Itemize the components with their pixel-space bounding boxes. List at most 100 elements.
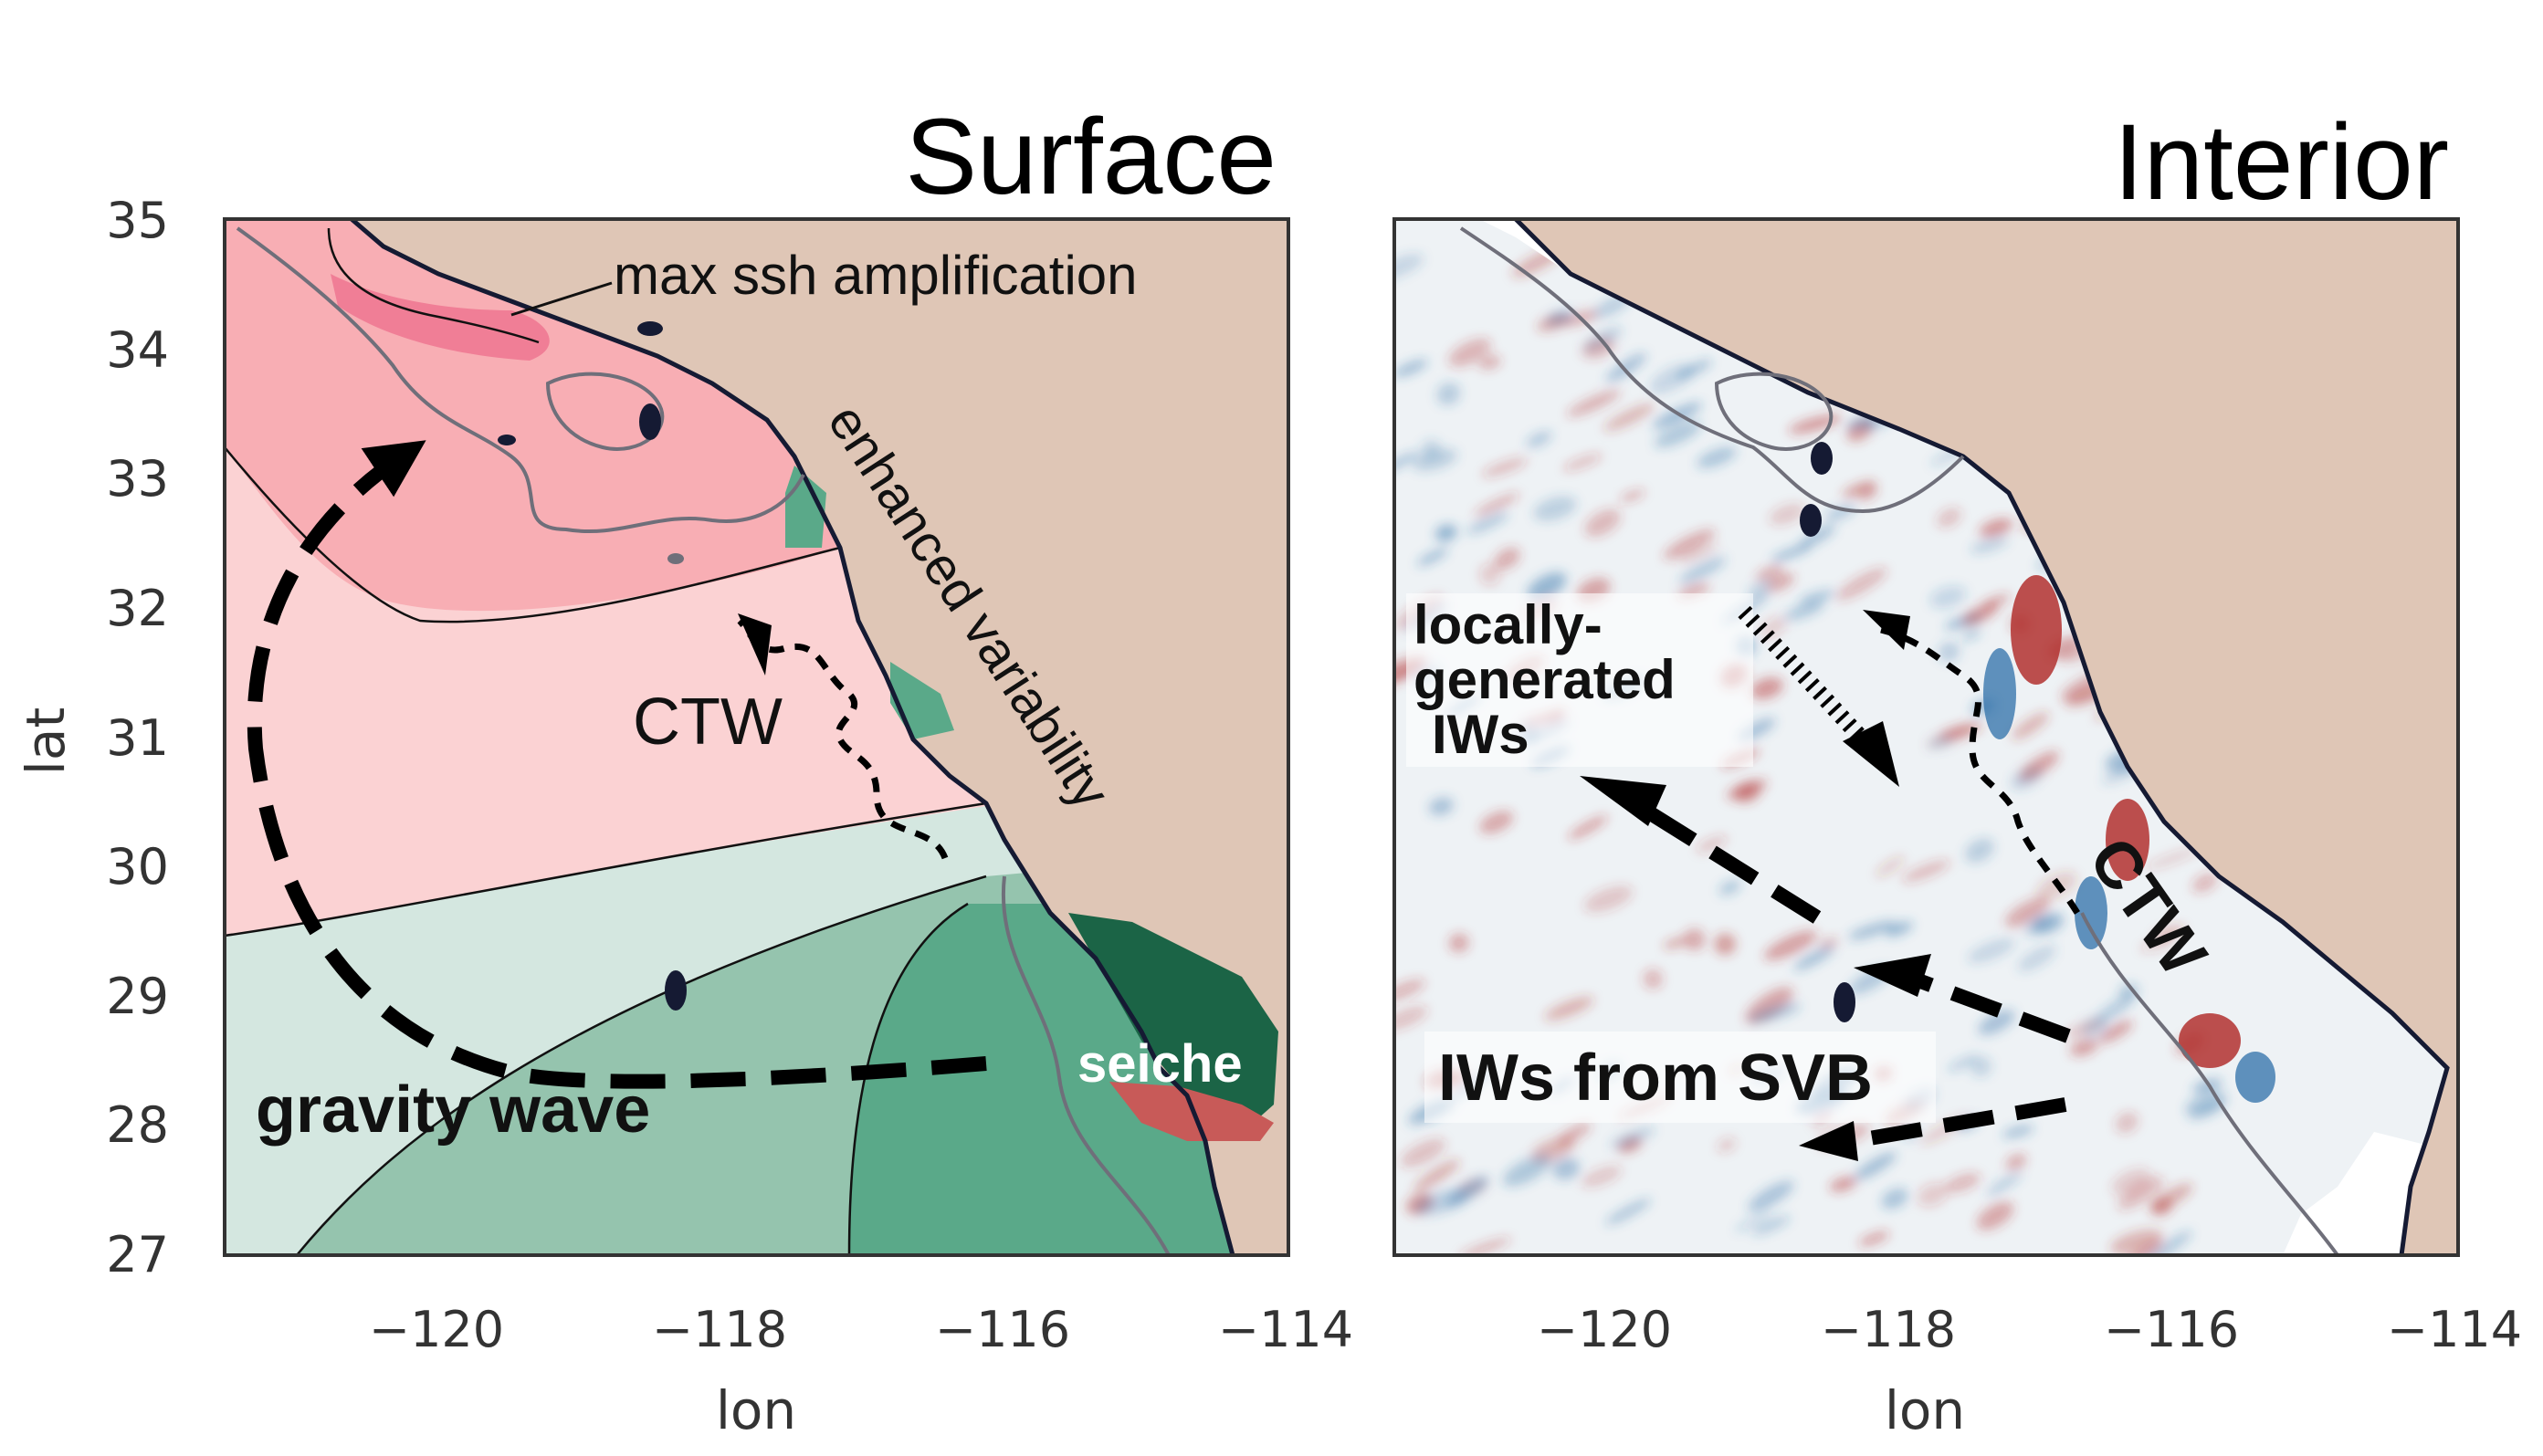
y-tick: 35 bbox=[106, 192, 169, 249]
bathymetry-contour bbox=[1001, 875, 1171, 1255]
anomaly-blob bbox=[2012, 712, 2049, 740]
anomaly-blob bbox=[2139, 937, 2176, 952]
surface-frame bbox=[223, 217, 1290, 1257]
anomaly-blob bbox=[1734, 1210, 1773, 1232]
bathymetry-contour bbox=[1714, 372, 1834, 451]
anomaly-blob bbox=[1939, 642, 1960, 662]
anomaly-blob bbox=[1581, 1166, 1622, 1188]
bathymetry-contour bbox=[2080, 912, 2339, 1255]
anomaly-blob bbox=[1784, 601, 1824, 621]
anomaly-blob bbox=[1763, 930, 1817, 960]
anomaly-blob bbox=[1400, 1138, 1445, 1168]
anomaly-blob bbox=[2145, 848, 2200, 870]
island bbox=[637, 321, 663, 336]
anomaly-blob bbox=[1964, 838, 1994, 863]
anomaly-blob bbox=[2143, 1231, 2192, 1255]
anomaly-blob bbox=[1962, 602, 1999, 625]
anomaly-blob bbox=[1562, 454, 1603, 471]
anomaly-blob bbox=[2116, 1112, 2138, 1134]
anomaly-blob bbox=[1788, 414, 1842, 434]
anomaly-blue bbox=[2235, 1052, 2275, 1103]
interior-x-axis: −120 −118 −116 −114 lon bbox=[1537, 1301, 2522, 1441]
ctw-arrowhead bbox=[738, 613, 772, 676]
anomaly-blob bbox=[1876, 855, 1905, 877]
anomaly-blob bbox=[2023, 916, 2050, 937]
anomaly-blob bbox=[1968, 938, 2015, 963]
anomaly-blob bbox=[1793, 946, 1835, 970]
ctw-label-surface: CTW bbox=[633, 686, 783, 759]
anomaly-blob bbox=[1567, 390, 1621, 417]
anomaly-blob bbox=[2017, 945, 2056, 971]
anomaly-blob bbox=[2110, 1230, 2163, 1254]
region-boundary bbox=[327, 227, 540, 344]
y-tick: 29 bbox=[106, 968, 169, 1025]
anomaly-blob bbox=[1679, 545, 1718, 564]
anomaly-blob bbox=[1799, 590, 1835, 604]
ctw-path bbox=[737, 618, 949, 860]
iw-arrowhead bbox=[1580, 776, 1666, 826]
anomaly-blob bbox=[1748, 580, 1773, 597]
anomaly-blob bbox=[1752, 1216, 1791, 1235]
x-axis-label: lon bbox=[1885, 1379, 1965, 1441]
x-axis-label: lon bbox=[716, 1379, 796, 1441]
seiche-label: seiche bbox=[1077, 1034, 1243, 1094]
anomaly-blob bbox=[1976, 1201, 2014, 1231]
anomaly-blue bbox=[1983, 648, 2016, 739]
anomaly-blob bbox=[1663, 529, 1716, 560]
anomaly-blob bbox=[2005, 1154, 2027, 1170]
bathymetry-contour bbox=[236, 226, 805, 534]
anomaly-blob bbox=[1734, 782, 1760, 803]
anomaly-blob bbox=[2152, 925, 2185, 939]
y-tick: 31 bbox=[106, 709, 169, 767]
anomaly-blob bbox=[1886, 921, 1913, 937]
anomaly-blob bbox=[1697, 446, 1737, 468]
island bbox=[1834, 982, 1855, 1022]
anomaly-blob bbox=[1962, 628, 1981, 641]
anomaly-blob bbox=[1881, 1188, 1908, 1210]
anomaly-blob bbox=[1434, 524, 1457, 542]
local-iw-arrow bbox=[1738, 605, 1869, 746]
y-tick: 27 bbox=[106, 1226, 169, 1283]
anomaly-blob bbox=[1478, 356, 1501, 370]
anomaly-blob bbox=[1928, 736, 1954, 749]
x-tick: −114 bbox=[1218, 1301, 1353, 1358]
anomaly-blob bbox=[1584, 508, 1621, 537]
y-tick: 28 bbox=[106, 1096, 169, 1154]
anomaly-blob bbox=[1771, 544, 1812, 561]
anomaly-blob bbox=[1982, 594, 2011, 608]
surface-x-axis: −120 −118 −116 −114 lon bbox=[369, 1301, 1353, 1441]
anomaly-blob bbox=[1482, 457, 1528, 477]
anomaly-blob bbox=[1394, 360, 1428, 377]
anomaly-blob bbox=[1654, 421, 1702, 448]
land-mass bbox=[352, 219, 1288, 1255]
ctw-path bbox=[1880, 626, 2080, 915]
anomaly-blob bbox=[1755, 565, 1783, 581]
anomaly-blob bbox=[1447, 1176, 1489, 1207]
anomaly-blob bbox=[1448, 933, 1469, 953]
anomaly-blob bbox=[1544, 997, 1594, 1021]
coastline bbox=[350, 219, 1235, 1255]
svb-iw-arrow bbox=[1852, 1097, 2067, 1148]
anomaly-blob bbox=[1479, 563, 1500, 586]
anomaly-blob bbox=[1421, 439, 1441, 458]
island bbox=[639, 403, 661, 440]
anomaly-blob bbox=[2117, 1177, 2164, 1210]
anomaly-blob bbox=[1937, 508, 1961, 528]
anomaly-blob bbox=[1394, 979, 1425, 1001]
anomaly-blob bbox=[1494, 548, 1520, 570]
anomaly-blob bbox=[1750, 677, 1783, 700]
anomaly-blob bbox=[1696, 835, 1728, 853]
gravity-wave-label: gravity wave bbox=[256, 1074, 650, 1147]
anomaly-blob bbox=[1683, 928, 1706, 951]
max-ssh-leader bbox=[510, 281, 613, 317]
anomaly-blob bbox=[1413, 1159, 1460, 1191]
anomaly-blob bbox=[1448, 339, 1492, 367]
label-backdrop bbox=[1424, 1032, 1936, 1123]
anomaly-blob bbox=[1537, 315, 1568, 332]
anomaly-blob bbox=[1944, 1173, 1981, 1193]
anomaly-blob bbox=[1479, 811, 1514, 834]
anomaly-blob bbox=[1970, 536, 2009, 553]
local-iw-arrowhead bbox=[1843, 721, 1899, 787]
x-tick: −120 bbox=[1537, 1301, 1672, 1358]
